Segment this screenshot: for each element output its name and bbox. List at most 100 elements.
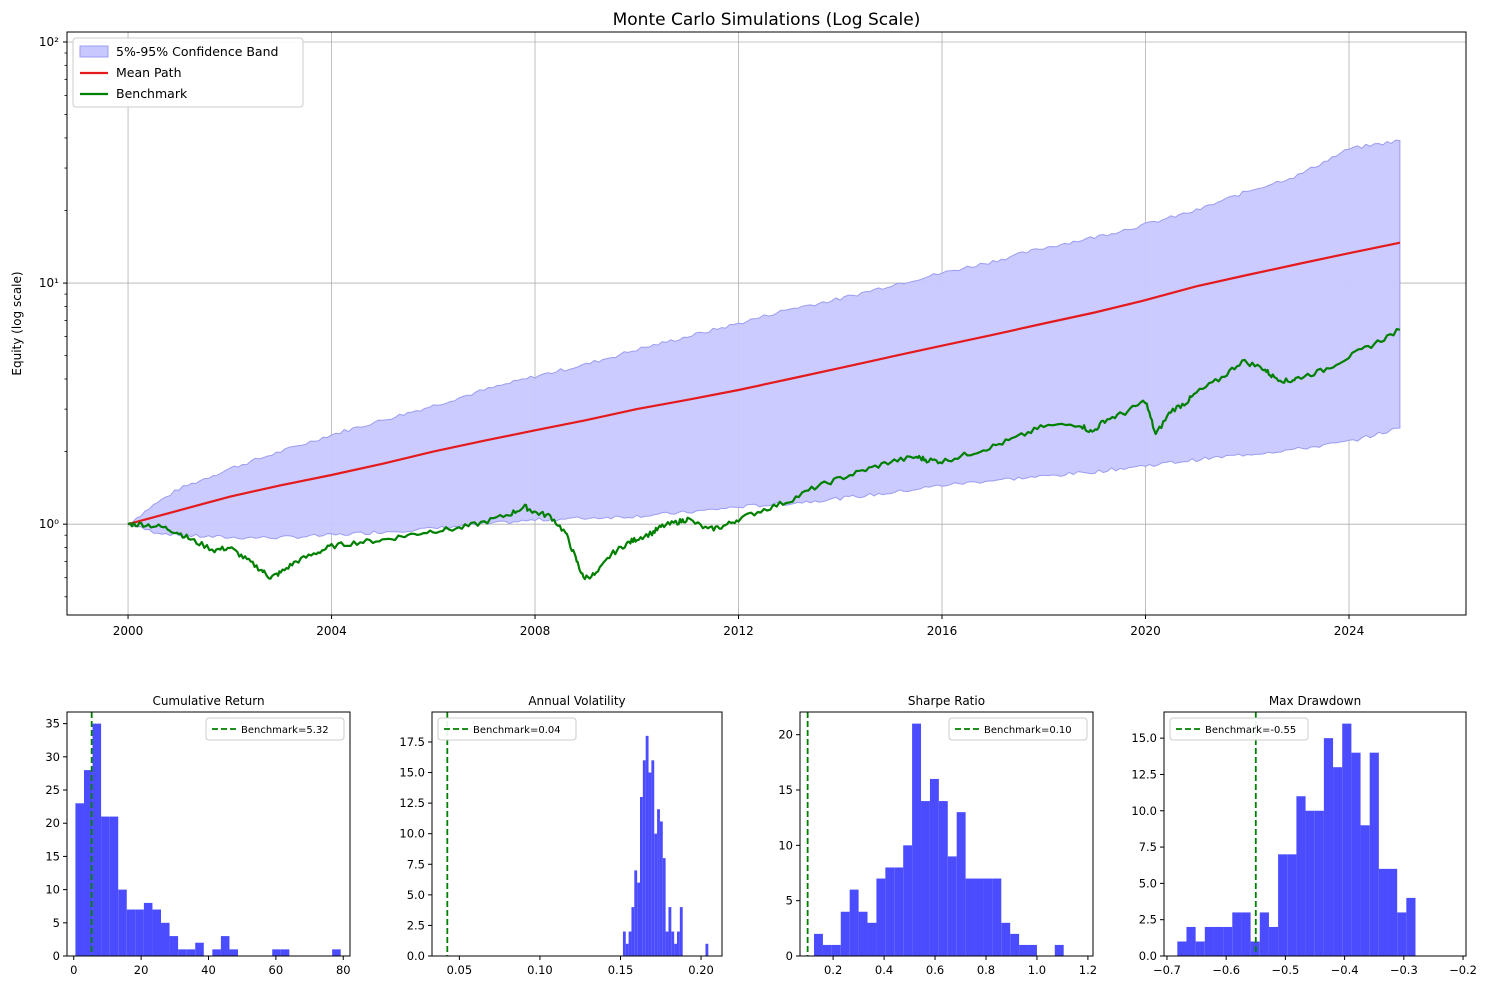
- hist-xtick-label: 0.8: [977, 963, 995, 977]
- hist-ytick-label: 30: [45, 750, 60, 764]
- hist-legend-label: Benchmark=0.04: [473, 725, 561, 736]
- main-xtick-label: 2016: [927, 624, 958, 638]
- hist-bar: [126, 909, 136, 956]
- hist-xtick-label: −0.5: [1271, 963, 1299, 977]
- hist-ytick-label: 20: [45, 816, 60, 830]
- hist-legend-box: [437, 717, 577, 741]
- hist-bar: [1186, 926, 1196, 956]
- hist-ytick-label: 15: [778, 783, 793, 797]
- hist-xtick-label: 0.20: [688, 963, 714, 977]
- hist-bar: [118, 889, 127, 956]
- hist-xtick-label: 60: [269, 963, 284, 977]
- hist-bar: [1019, 944, 1029, 956]
- hist-xtick-label: −0.3: [1390, 963, 1418, 977]
- legend-label: 5%-95% Confidence Band: [116, 44, 278, 59]
- hist-bar: [622, 931, 626, 956]
- hist-axes-frame: [1163, 711, 1467, 957]
- hist-xtick-label: 0.15: [608, 963, 634, 977]
- hist-bar: [1001, 922, 1011, 956]
- hist-bar: [1388, 868, 1398, 956]
- hist-bar: [1369, 752, 1379, 956]
- hist-bar: [654, 833, 658, 956]
- hist-bar: [1406, 897, 1416, 956]
- main-xtick-label: 2012: [723, 624, 754, 638]
- hist-bar: [109, 816, 119, 956]
- hist-ytick-label: 15: [45, 849, 60, 863]
- hist-bar: [885, 867, 895, 956]
- hist-ytick-label: 5.0: [1139, 876, 1157, 890]
- hist-bar: [101, 816, 110, 956]
- hist-bar: [195, 942, 204, 956]
- hist-ytick-label: 0: [53, 949, 60, 963]
- hist-bar: [631, 907, 635, 956]
- hist-bar: [1378, 868, 1389, 956]
- hist-xtick-label: 0.05: [447, 963, 473, 977]
- hist-bar: [1360, 825, 1370, 956]
- hist-bar: [679, 907, 683, 956]
- mean-path-line: [127, 241, 1401, 526]
- hist-bar: [642, 760, 646, 956]
- hist-bar: [645, 735, 649, 956]
- hist-bar: [169, 936, 179, 956]
- hist-bar: [1296, 796, 1306, 956]
- hist-bar: [1223, 926, 1233, 956]
- legend-label: Benchmark: [116, 86, 188, 101]
- hist-bar: [668, 907, 672, 956]
- hist-ytick-label: 7.5: [407, 857, 425, 871]
- hist-legend: Benchmark=0.10: [948, 717, 1088, 741]
- hist-axes-frame: [799, 711, 1094, 957]
- benchmark-line: [127, 328, 1401, 581]
- hist-legend-box: [1169, 717, 1309, 741]
- hist-ytick-label: 5: [53, 916, 60, 930]
- hist-bar: [628, 931, 632, 956]
- hist-bar: [92, 723, 102, 956]
- hist-ytick-label: 15.0: [399, 766, 425, 780]
- hist-bar: [212, 949, 221, 956]
- hist-bar: [705, 943, 709, 956]
- main-xtick-label: 2020: [1130, 624, 1161, 638]
- hist-bar: [280, 949, 290, 956]
- hist-xtick-label: 0.6: [926, 963, 944, 977]
- hist-bar: [929, 778, 939, 956]
- hist-xtick-label: −0.6: [1212, 963, 1240, 977]
- hist-bar: [665, 931, 669, 956]
- hist-bar: [1028, 944, 1037, 956]
- hist-ytick-label: 2.5: [407, 918, 425, 932]
- main-legend-box: [72, 37, 304, 108]
- hist-bar: [1213, 926, 1224, 956]
- hist-xtick-label: 1.2: [1079, 963, 1097, 977]
- main-plot-area: [126, 139, 1401, 581]
- hist-ytick-label: 0: [786, 949, 793, 963]
- main-xtick-label: 2008: [520, 624, 551, 638]
- hist-bar: [161, 922, 170, 956]
- hist-bar: [671, 931, 675, 956]
- hist-legend-label: Benchmark=-0.55: [1205, 725, 1296, 736]
- histogram-annual-volatility: 0.05 0.10 0.15 0.20 0.0 2.5 5.0 7.5 10.0 12.5 15.0…: [399, 694, 723, 977]
- hist-legend: Benchmark=0.04: [437, 717, 577, 741]
- confidence-band: [126, 139, 1401, 540]
- hist-ytick-label: 10: [45, 883, 60, 897]
- hist-title: Sharpe Ratio: [908, 694, 985, 708]
- hist-title: Max Drawdown: [1269, 694, 1361, 708]
- hist-bar: [143, 902, 153, 956]
- hist-ytick-label: 0.0: [1139, 949, 1157, 963]
- hist-bar: [657, 809, 660, 956]
- hist-bar: [229, 949, 239, 956]
- main-legend: 5%-95% Confidence Band Mean Path Benchmark: [72, 37, 304, 108]
- hist-bar: [1314, 810, 1324, 956]
- hist-legend-label: Benchmark=5.32: [241, 725, 329, 736]
- hist-xtick-label: −0.7: [1153, 963, 1181, 977]
- hist-xtick-label: 0: [70, 963, 77, 977]
- hist-bar: [640, 797, 643, 956]
- hist-bar: [974, 878, 984, 956]
- hist-ytick-label: 15.0: [1131, 731, 1157, 745]
- hist-bar: [1305, 810, 1315, 956]
- hist-bar: [637, 882, 640, 956]
- main-ytick-label: 10²: [39, 35, 59, 49]
- hist-legend: Benchmark=5.32: [205, 717, 345, 741]
- hist-bar: [1333, 767, 1343, 956]
- hist-bar: [992, 878, 1002, 956]
- hist-xtick-label: 40: [201, 963, 216, 977]
- hist-bar: [83, 770, 93, 956]
